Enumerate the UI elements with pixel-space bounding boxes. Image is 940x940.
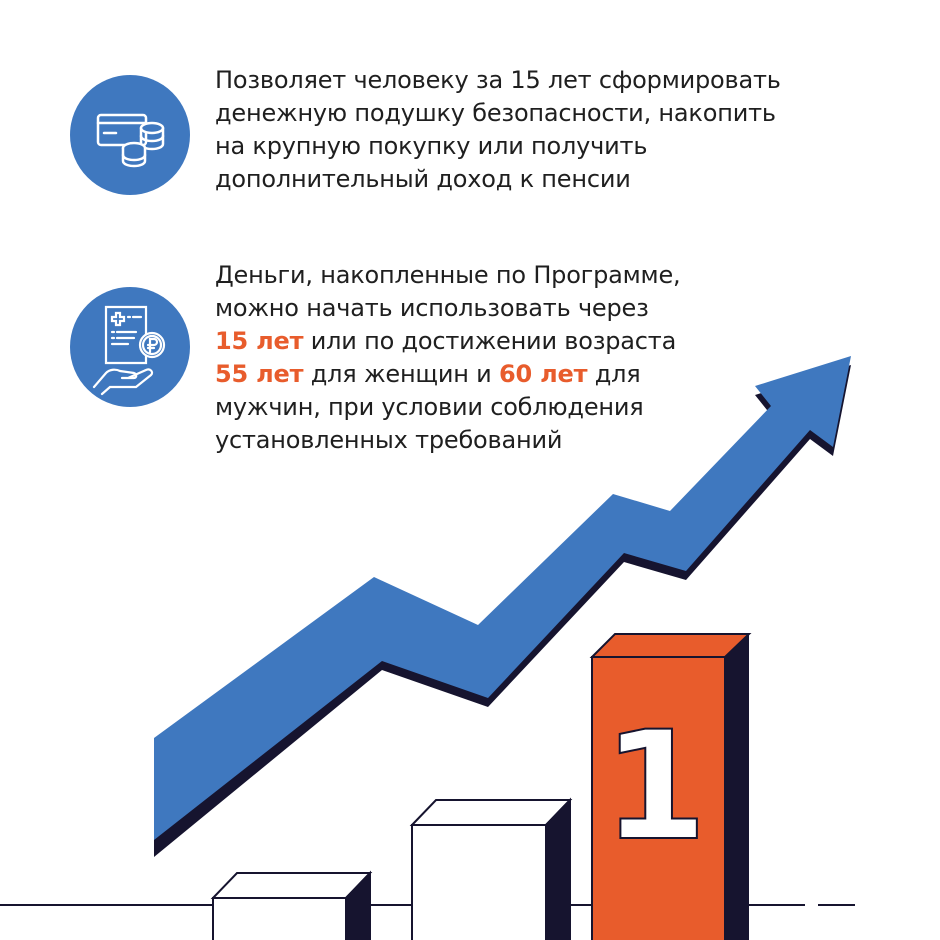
usage-text: Деньги, накопленные по Программе, можно …: [215, 259, 681, 457]
highlight-15-years: 15 лет: [215, 327, 304, 355]
usage-text-part: для: [587, 360, 641, 388]
arrow-body: [154, 356, 851, 840]
benefit-line: на крупную покупку или получить: [215, 132, 648, 160]
growth-arrow: [154, 356, 851, 857]
usage-line: 55 лет для женщин и 60 лет для: [215, 358, 680, 391]
highlight-60-years: 60 лет: [499, 360, 588, 388]
highlight-55-years: 55 лет: [215, 360, 304, 388]
usage-line: можно начать использовать через: [215, 294, 649, 322]
benefit-line: денежную подушку безопасности, накопить: [215, 99, 776, 127]
usage-line: мужчин, при условии соблюдения: [215, 393, 644, 421]
benefit-text: Позволяет человеку за 15 лет сформироват…: [215, 64, 781, 196]
usage-line: 15 лет или по достижении возраста: [215, 325, 680, 358]
benefit-line: Позволяет человеку за 15 лет сформироват…: [215, 66, 781, 94]
usage-text-part: или по достижении возраста: [303, 327, 677, 355]
document-ruble-hand-icon: [70, 287, 190, 407]
usage-text-part: для женщин и: [303, 360, 499, 388]
bar-small: [210, 870, 373, 940]
benefit-line: дополнительный доход к пенсии: [215, 165, 631, 193]
card-coins-icon: [70, 75, 190, 195]
usage-line: установленных требований: [215, 426, 563, 454]
bar-medium: [409, 797, 573, 940]
usage-line: Деньги, накопленные по Программе,: [215, 261, 681, 289]
bar-first-place: 1: [589, 633, 752, 940]
first-place-number: 1: [603, 700, 707, 874]
